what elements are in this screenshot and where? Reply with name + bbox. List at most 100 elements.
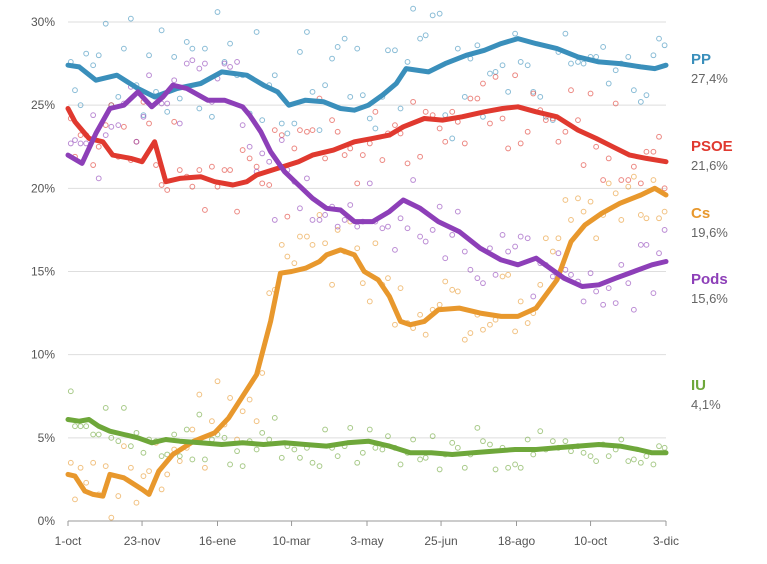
x-tick-label: 10-oct [574,534,608,548]
poll-point-iu [309,459,316,466]
poll-point-iu [115,438,122,445]
poll-point-pods [587,270,594,277]
x-tick-label: 23-nov [124,534,161,548]
poll-point-pods [605,285,612,292]
poll-point-pp [309,88,316,95]
poll-point-cs [605,180,612,187]
poll-point-cs [505,271,512,278]
poll-point-psoe [593,143,600,150]
poll-point-pp [568,60,574,67]
poll-point-pp [461,93,468,100]
poll-point-psoe [120,123,127,130]
poll-point-cs [176,458,183,465]
poll-point-psoe [90,162,97,168]
poll-point-iu [183,426,190,433]
poll-point-pods [492,271,499,278]
poll-point-cs [297,233,303,240]
poll-point-iu [83,423,90,430]
poll-point-pp [347,93,354,100]
poll-point-pp [297,49,303,55]
poll-point-psoe [568,87,574,94]
poll-point-pods [227,64,233,70]
series-line-cs [65,185,669,499]
poll-point-pp [392,47,398,54]
poll-point-iu [512,461,519,468]
poll-point-cs [284,253,291,260]
poll-point-cs [542,235,549,242]
poll-point-iu [480,438,486,445]
poll-point-psoe [517,140,524,147]
poll-point-iu [278,454,285,461]
poll-point-iu [271,414,278,421]
poll-point-pp [158,27,165,34]
poll-point-iu [417,456,423,463]
poll-point-cs [202,464,208,471]
poll-point-pp [259,117,266,124]
poll-point-cs [259,370,266,376]
poll-point-pods [429,227,436,233]
poll-point-iu [67,388,74,395]
poll-point-psoe [442,138,449,145]
poll-point-psoe [202,207,208,213]
poll-point-pods [322,212,328,218]
poll-point-pods [164,100,171,107]
x-tick-label: 10-mar [273,534,311,548]
poll-point-iu [661,444,668,451]
poll-point-pods [176,120,183,127]
legend: PP 27,4% PSOE 21,6% Cs 19,6% Pods 15,6% IU 4,1% [691,51,733,412]
poll-point-pods [67,140,74,147]
poll-point-pp [304,29,310,35]
poll-point-pods [661,227,668,233]
poll-point-cs [158,486,165,493]
poll-point-psoe [278,132,285,139]
poll-point-psoe [234,208,240,215]
poll-point-pp [366,115,373,122]
poll-point-cs [253,418,260,425]
poll-point-pods [183,60,190,67]
poll-point-psoe [153,162,159,168]
poll-point-psoe [146,120,152,127]
poll-point-psoe [524,128,531,135]
poll-point-pp [625,54,632,60]
poll-point-cs [127,464,134,471]
poll-point-pp [171,54,178,60]
poll-point-iu [593,458,600,465]
poll-point-iu [625,458,632,465]
poll-point-psoe [164,187,171,193]
poll-point-psoe [661,185,668,192]
poll-point-psoe [575,117,581,124]
poll-point-psoe [650,148,657,155]
poll-point-iu [630,456,637,463]
poll-point-psoe [449,108,456,115]
poll-point-iu [537,428,544,435]
poll-point-psoe [505,145,512,152]
poll-point-pp [605,80,612,87]
poll-point-pods [449,232,456,238]
poll-point-cs [354,245,361,252]
poll-point-cs [108,514,115,521]
poll-point-pods [115,122,122,129]
poll-point-iu [422,454,429,461]
poll-point-pods [221,60,228,67]
poll-point-cs [417,311,423,318]
poll-point-cs [618,217,625,223]
poll-point-pp [562,30,569,37]
poll-point-iu [158,453,165,460]
poll-point-iu [454,444,461,451]
poll-point-pods [487,245,493,252]
poll-point-iu [366,426,373,433]
poll-point-pods [512,243,519,250]
poll-point-pods [480,280,486,287]
poll-point-iu [618,436,625,443]
poll-point-pp [202,45,208,52]
poll-point-pods [196,65,203,72]
poll-point-pp [183,39,190,45]
poll-point-psoe [542,117,549,124]
poll-point-pp [385,47,391,54]
poll-point-pp [600,44,607,50]
poll-point-psoe [618,177,625,183]
poll-point-cs [630,173,637,180]
poll-point-psoe [171,118,178,125]
poll-point-cs [650,177,657,183]
poll-point-cs [467,330,474,336]
